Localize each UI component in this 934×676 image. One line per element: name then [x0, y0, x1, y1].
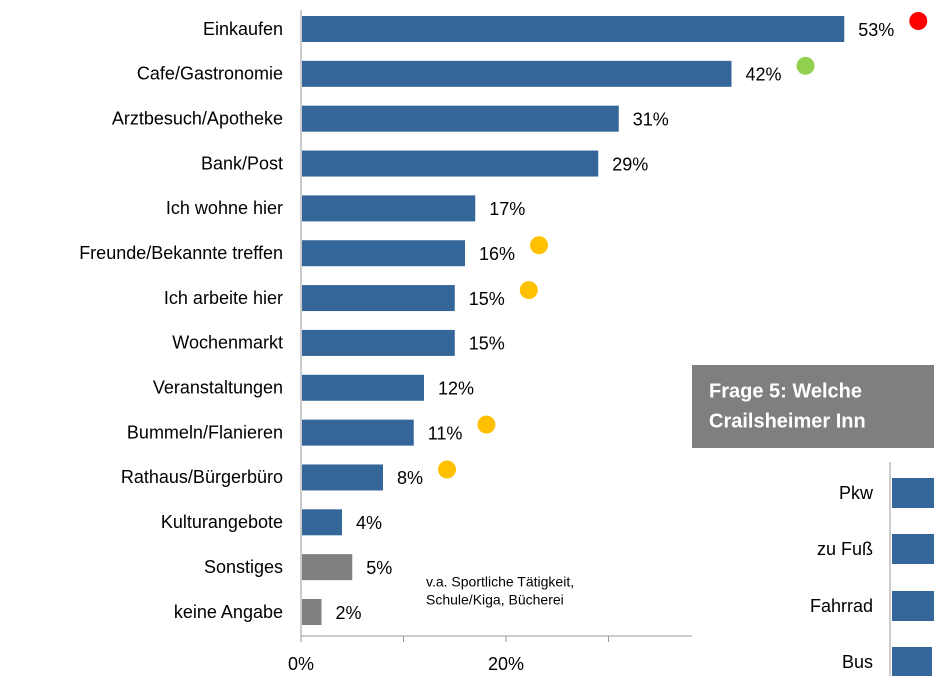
category-label: Veranstaltungen: [153, 378, 283, 398]
category-label: Ich wohne hier: [166, 198, 283, 218]
value-label: 53%: [858, 20, 894, 40]
category-label: Bummeln/Flanieren: [127, 422, 283, 442]
value-label: 2%: [336, 603, 362, 623]
bar: [302, 509, 342, 536]
bar: [302, 150, 599, 177]
category-label: Bank/Post: [201, 153, 283, 173]
category-label: Sonstiges: [204, 557, 283, 577]
category-label: zu Fuß: [817, 539, 873, 559]
category-label: keine Angabe: [174, 602, 283, 622]
chart-title: Crailsheimer Inn: [709, 410, 866, 432]
indicator-dot: [909, 12, 928, 30]
value-label: 15%: [469, 334, 505, 354]
bar: [302, 240, 465, 267]
bar: [302, 285, 455, 312]
bar: [302, 374, 424, 401]
indicator-dot: [477, 415, 496, 434]
category-label: Einkaufen: [203, 19, 283, 39]
bar-stub: [892, 478, 934, 508]
bar: [302, 329, 455, 356]
category-label: Cafe/Gastronomie: [137, 64, 283, 84]
category-label: Pkw: [839, 483, 874, 503]
bar-stub: [892, 647, 932, 676]
value-label: 5%: [366, 558, 392, 578]
bar: [302, 60, 732, 87]
x-tick-label: 0%: [288, 654, 314, 674]
annotation: v.a. Sportliche Tätigkeit,: [426, 574, 574, 590]
category-label: Bus: [842, 652, 873, 672]
value-label: 8%: [397, 468, 423, 488]
value-label: 4%: [356, 513, 382, 533]
value-label: 17%: [489, 199, 525, 219]
bar-stub: [892, 534, 934, 564]
category-label: Kulturangebote: [161, 512, 283, 532]
category-label: Arztbesuch/Apotheke: [112, 108, 283, 128]
bar: [302, 16, 845, 42]
chart-title: Frage 5: Welche: [709, 380, 862, 402]
indicator-dot: [530, 236, 549, 255]
value-label: 42%: [746, 65, 782, 85]
value-label: 11%: [428, 423, 463, 443]
category-label: Ich arbeite hier: [164, 288, 283, 308]
category-label: Rathaus/Bürgerbüro: [121, 467, 283, 487]
indicator-dot: [519, 281, 538, 300]
bar: [302, 195, 476, 222]
value-label: 12%: [438, 379, 474, 399]
indicator-dot: [796, 56, 815, 75]
value-label: 29%: [612, 154, 648, 174]
bar: [302, 599, 322, 625]
value-label: 16%: [479, 244, 515, 264]
value-label: 15%: [469, 289, 505, 309]
category-label: Fahrrad: [810, 596, 873, 616]
bar: [302, 554, 353, 581]
indicator-dot: [438, 460, 457, 479]
value-label: 31%: [633, 109, 669, 129]
annotation: Schule/Kiga, Bücherei: [426, 592, 564, 608]
bar: [302, 105, 619, 132]
bar: [302, 464, 383, 491]
category-label: Wochenmarkt: [172, 333, 283, 353]
category-label: Freunde/Bekannte treffen: [79, 243, 283, 263]
bar: [302, 419, 414, 446]
title-box: [692, 365, 934, 448]
x-tick-label: 20%: [488, 654, 524, 674]
bar-stub: [892, 591, 934, 621]
